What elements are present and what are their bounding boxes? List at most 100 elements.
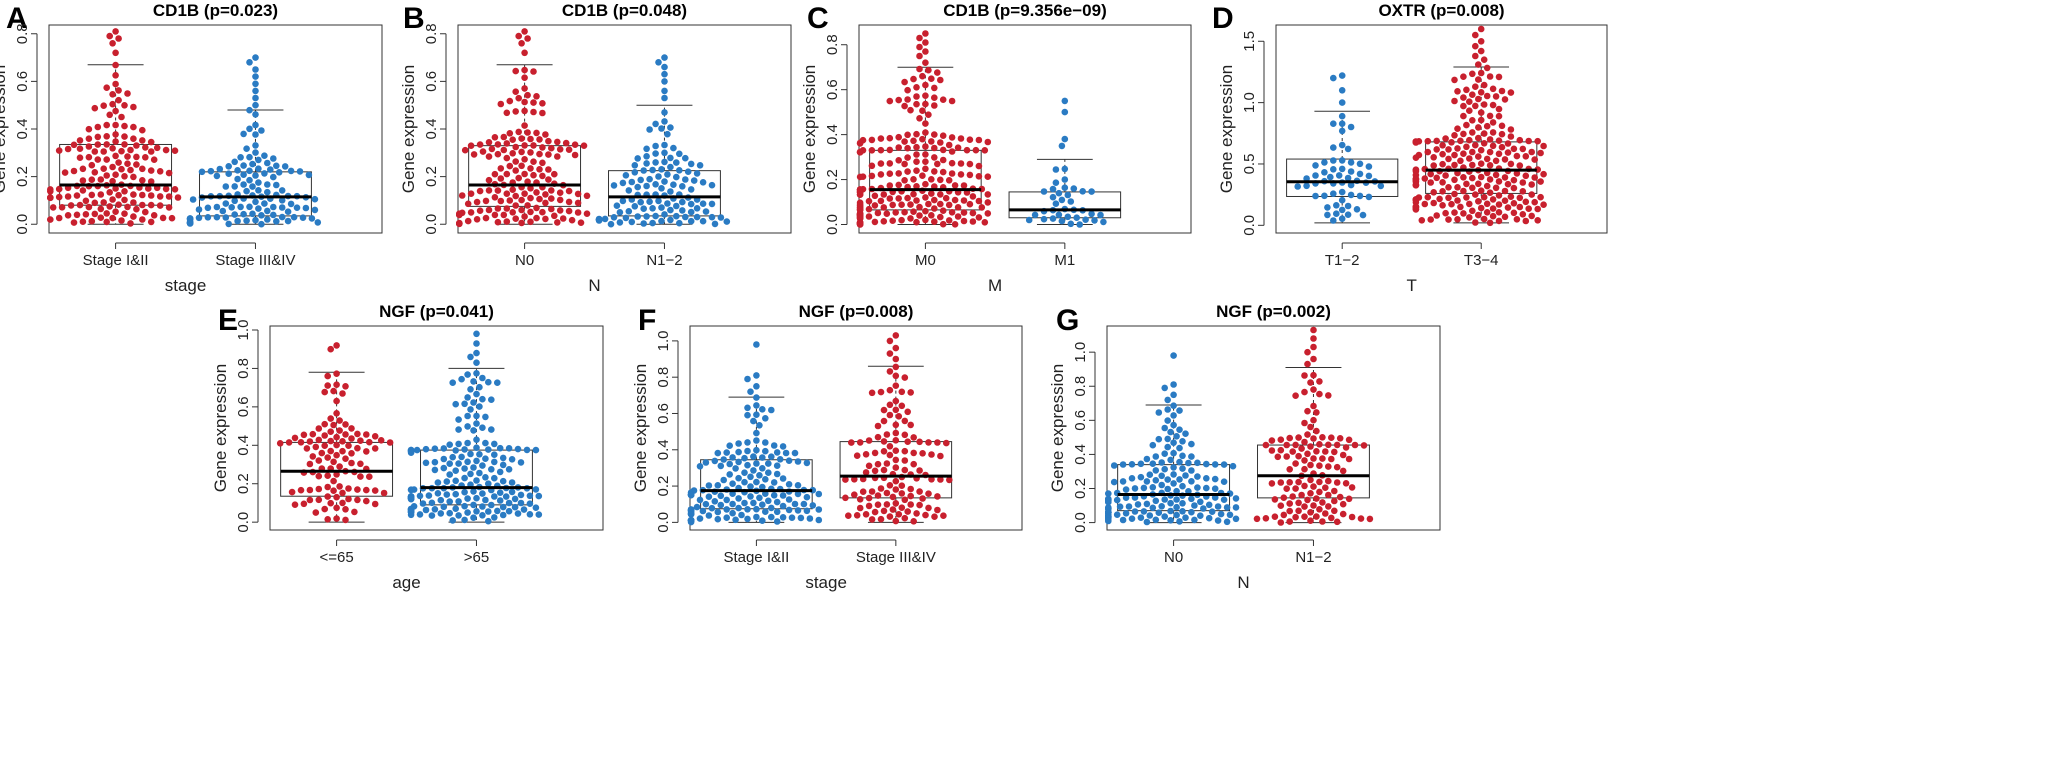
data-point xyxy=(305,171,313,179)
data-point xyxy=(1510,145,1518,153)
data-point xyxy=(735,504,742,512)
data-point xyxy=(527,218,534,226)
data-point xyxy=(711,220,719,228)
data-point xyxy=(1310,483,1317,490)
data-point xyxy=(521,28,528,35)
data-point xyxy=(518,162,525,170)
data-point xyxy=(768,406,775,414)
data-point xyxy=(1286,466,1293,473)
data-point xyxy=(377,437,385,444)
data-point xyxy=(1283,441,1290,449)
data-point xyxy=(1463,143,1470,151)
data-point xyxy=(336,483,343,490)
data-point xyxy=(1292,460,1299,467)
data-point xyxy=(264,188,271,196)
data-point xyxy=(261,152,268,159)
data-point xyxy=(1325,441,1332,449)
data-point xyxy=(476,469,483,477)
data-point xyxy=(762,476,769,483)
data-point xyxy=(153,144,161,152)
data-point xyxy=(925,439,932,446)
group-0 xyxy=(856,30,992,228)
y-tick-label: 0.2 xyxy=(655,476,672,497)
data-point xyxy=(717,214,725,221)
data-point xyxy=(425,492,433,499)
data-point xyxy=(676,219,683,227)
data-point xyxy=(473,436,480,444)
data-point xyxy=(1477,25,1485,33)
group-1 xyxy=(1412,25,1547,227)
data-point xyxy=(1359,211,1367,219)
data-point xyxy=(524,35,531,42)
data-point xyxy=(225,170,232,177)
data-point xyxy=(916,43,923,51)
data-point xyxy=(545,166,552,173)
data-point xyxy=(640,167,647,174)
data-point xyxy=(1158,472,1165,480)
data-point xyxy=(532,446,540,454)
data-point xyxy=(1489,129,1497,136)
data-point xyxy=(431,506,439,513)
data-point xyxy=(610,182,618,189)
data-point xyxy=(1531,174,1538,181)
data-point xyxy=(1040,188,1048,195)
data-point xyxy=(458,453,465,461)
data-point xyxy=(1466,98,1473,105)
data-point xyxy=(1164,417,1171,424)
data-point xyxy=(1031,211,1039,219)
data-point xyxy=(473,198,481,206)
chart-title: NGF (p=0.041) xyxy=(379,302,494,321)
data-point xyxy=(287,167,295,175)
data-point xyxy=(1167,428,1174,436)
data-point xyxy=(1268,437,1276,444)
data-point xyxy=(491,493,498,500)
data-point xyxy=(333,471,340,478)
data-point xyxy=(601,215,609,223)
data-point xyxy=(1445,216,1452,223)
data-point xyxy=(348,435,355,442)
x-axis-label: stage xyxy=(165,276,207,295)
data-point xyxy=(682,176,689,183)
data-point xyxy=(1211,475,1219,483)
data-point xyxy=(631,169,639,176)
data-point xyxy=(779,502,787,510)
data-point xyxy=(658,204,665,211)
data-point xyxy=(1330,74,1337,82)
data-point xyxy=(1091,217,1098,224)
data-point xyxy=(1516,162,1524,169)
panel-label: D xyxy=(1212,2,1234,35)
data-point xyxy=(969,193,977,200)
data-point xyxy=(886,337,894,345)
data-point xyxy=(901,431,909,439)
data-point xyxy=(1277,502,1285,510)
data-point xyxy=(467,353,474,361)
data-point xyxy=(794,507,802,514)
data-point xyxy=(103,141,110,148)
data-point xyxy=(1427,216,1434,223)
data-point xyxy=(363,497,370,505)
data-point xyxy=(309,453,317,460)
data-point xyxy=(422,506,430,514)
data-point xyxy=(750,467,757,474)
data-point xyxy=(901,496,909,504)
data-point xyxy=(330,421,337,429)
data-point xyxy=(874,433,882,441)
data-point xyxy=(922,30,929,37)
data-point xyxy=(1262,441,1270,449)
data-point xyxy=(1424,137,1432,145)
data-point xyxy=(1301,482,1308,490)
data-point xyxy=(960,209,968,216)
data-point xyxy=(673,202,680,210)
data-point xyxy=(1155,435,1163,443)
y-axis: 0.00.20.40.60.81.0 xyxy=(1072,342,1096,533)
data-point xyxy=(562,139,570,147)
data-point xyxy=(55,147,63,154)
data-point xyxy=(931,205,938,212)
data-point xyxy=(1451,76,1458,84)
data-point xyxy=(877,388,885,396)
data-point xyxy=(907,106,914,114)
data-point xyxy=(913,143,920,151)
data-point xyxy=(499,477,507,485)
data-point xyxy=(1176,518,1183,525)
